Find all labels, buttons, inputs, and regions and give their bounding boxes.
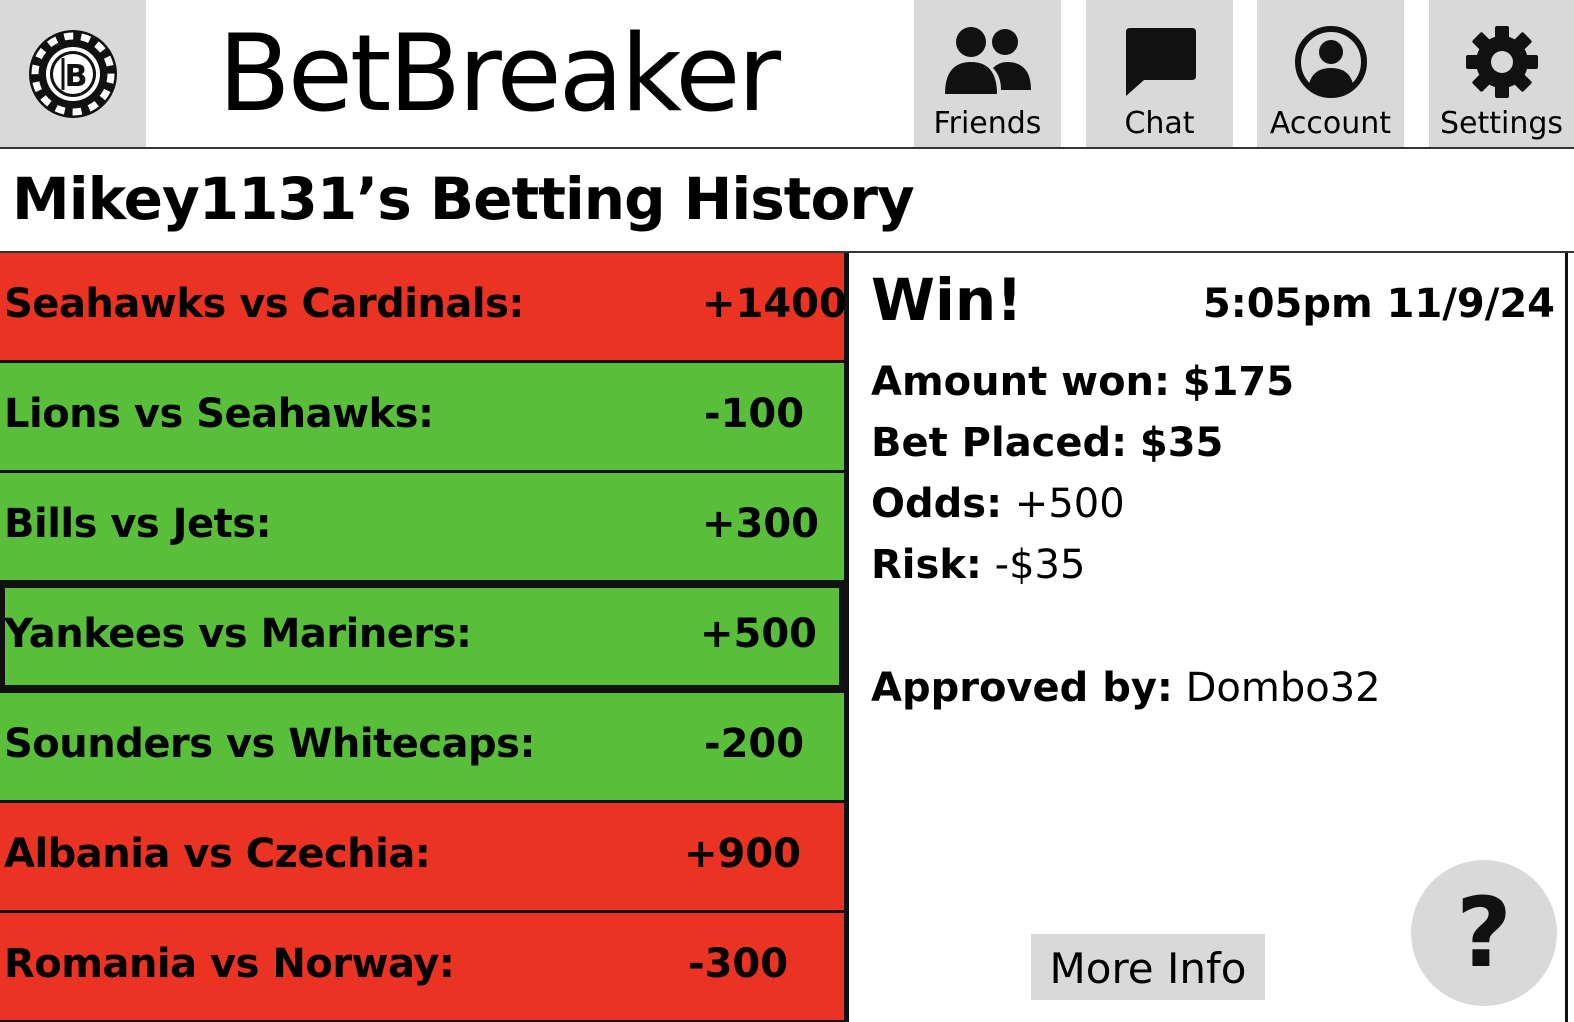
bet-odds: -200 xyxy=(704,721,805,767)
bet-row-selected[interactable]: Yankees vs Mariners: +500 xyxy=(0,583,844,690)
poker-chip-icon: B xyxy=(29,29,117,118)
bet-placed-value: $35 xyxy=(1139,420,1224,466)
amount-won-row: Amount won: $175 xyxy=(871,357,1294,407)
chat-button[interactable]: Chat xyxy=(1086,0,1233,147)
friends-button[interactable]: Friends xyxy=(914,0,1061,147)
top-header: B BetBreaker Friends Chat Account xyxy=(0,0,1574,149)
bet-row[interactable]: Lions vs Seahawks: -100 xyxy=(0,363,844,470)
bet-odds: +300 xyxy=(702,501,820,547)
gear-icon xyxy=(1465,26,1538,98)
section-divider xyxy=(0,251,1574,253)
more-info-button[interactable]: More Info xyxy=(1031,934,1265,1000)
logo-letter: B xyxy=(65,59,88,94)
bet-match: Lions vs Seahawks: xyxy=(4,391,434,437)
bet-match: Yankees vs Mariners: xyxy=(4,611,472,657)
amount-won-value: $175 xyxy=(1182,359,1295,405)
bet-row[interactable]: Seahawks vs Cardinals: +1400 xyxy=(0,253,847,360)
account-icon xyxy=(1294,26,1367,98)
odds-row: Odds: +500 xyxy=(871,479,1125,529)
bet-match: Romania vs Norway: xyxy=(4,941,455,987)
account-button[interactable]: Account xyxy=(1257,0,1404,147)
bet-match: Seahawks vs Cardinals: xyxy=(4,281,524,327)
logo-button[interactable]: B xyxy=(0,0,146,147)
bet-match: Albania vs Czechia: xyxy=(4,831,431,877)
chat-bubble-icon xyxy=(1125,28,1196,96)
approved-by-label: Approved by: xyxy=(871,665,1173,711)
bet-row[interactable]: Bills vs Jets: +300 xyxy=(0,473,844,580)
settings-button[interactable]: Settings xyxy=(1429,0,1574,147)
odds-value: +500 xyxy=(1014,481,1125,527)
risk-row: Risk: -$35 xyxy=(871,540,1085,590)
help-button[interactable]: ? xyxy=(1411,860,1557,1006)
page-title: Mikey1131’s Betting History xyxy=(12,165,915,233)
bet-odds: +1400 xyxy=(702,281,847,327)
risk-value: -$35 xyxy=(994,542,1086,588)
friends-icon xyxy=(944,27,1031,94)
bet-detail-panel: Win! 5:05pm 11/9/24 Amount won: $175 Bet… xyxy=(846,253,1568,1022)
bet-timestamp: 5:05pm 11/9/24 xyxy=(1202,281,1555,327)
bet-history-list: Seahawks vs Cardinals: +1400 Lions vs Se… xyxy=(0,253,847,1022)
nav-label-settings: Settings xyxy=(1439,106,1564,141)
bet-odds: +500 xyxy=(700,611,818,657)
app-title: BetBreaker xyxy=(218,12,781,135)
approved-by-row: Approved by: Dombo32 xyxy=(871,663,1381,713)
nav-label-account: Account xyxy=(1269,106,1392,141)
bet-match: Sounders vs Whitecaps: xyxy=(4,721,535,767)
bet-odds: -100 xyxy=(704,391,805,437)
bet-row[interactable]: Sounders vs Whitecaps: -200 xyxy=(0,693,844,800)
risk-label: Risk: xyxy=(871,542,982,588)
bet-placed-label: Bet Placed: xyxy=(871,420,1128,466)
bet-row[interactable]: Albania vs Czechia: +900 xyxy=(0,803,844,910)
bet-odds: +900 xyxy=(684,831,802,877)
approved-by-value: Dombo32 xyxy=(1185,665,1381,711)
bet-status: Win! xyxy=(871,266,1023,334)
bet-placed-row: Bet Placed: $35 xyxy=(871,418,1223,468)
nav-label-chat: Chat xyxy=(1124,106,1195,141)
amount-won-label: Amount won: xyxy=(871,359,1171,405)
nav-label-friends: Friends xyxy=(933,106,1042,141)
odds-label: Odds: xyxy=(871,481,1003,527)
bet-odds: -300 xyxy=(688,941,789,987)
bet-match: Bills vs Jets: xyxy=(4,501,272,547)
bet-row[interactable]: Romania vs Norway: -300 xyxy=(0,913,844,1020)
